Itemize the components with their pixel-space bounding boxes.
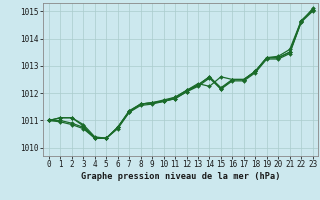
X-axis label: Graphe pression niveau de la mer (hPa): Graphe pression niveau de la mer (hPa) [81, 172, 281, 181]
